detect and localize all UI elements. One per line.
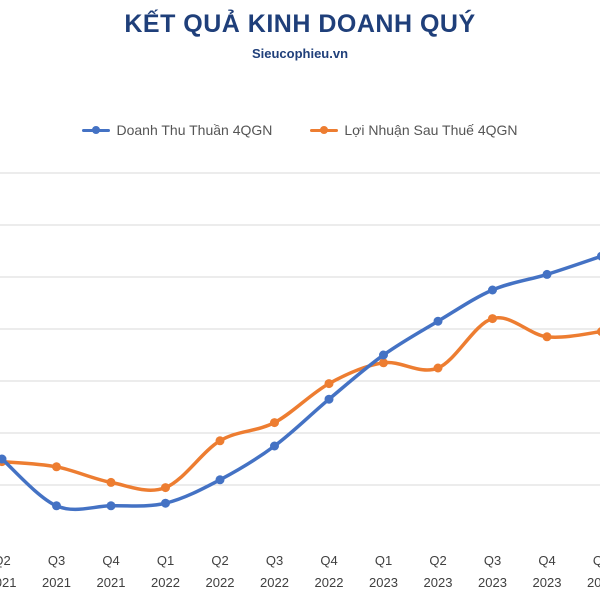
data-point-revenue <box>324 394 334 404</box>
data-point-profit <box>324 379 334 389</box>
x-tick-label-quarter: Q1 <box>593 553 600 568</box>
data-point-revenue <box>0 454 7 464</box>
x-tick-label-quarter: Q2 <box>429 553 446 568</box>
legend-swatch-revenue <box>82 125 111 135</box>
x-tick-label-quarter: Q4 <box>102 553 119 568</box>
x-tick-label-year: 2024 <box>587 575 600 590</box>
x-tick-label-year: 2023 <box>424 575 453 590</box>
legend-label-revenue: Doanh Thu Thuần 4QGN <box>116 122 273 138</box>
data-point-profit <box>488 314 497 324</box>
series-line-profit <box>0 316 600 492</box>
data-point-revenue <box>106 501 116 511</box>
data-point-revenue <box>433 316 443 326</box>
x-tick-label-year: 2021 <box>97 575 126 590</box>
series-line-revenue <box>0 254 600 512</box>
data-point-profit <box>542 332 552 342</box>
legend-item-revenue: Doanh Thu Thuần 4QGN <box>82 122 272 138</box>
data-point-profit <box>215 436 225 446</box>
x-tick-label-year: 2023 <box>369 575 398 590</box>
data-point-profit <box>161 483 170 493</box>
x-tick-label-quarter: Q1 <box>375 553 392 568</box>
x-tick-label-year: 2022 <box>260 575 289 590</box>
x-tick-label-year: 2021 <box>42 575 71 590</box>
x-tick-label-quarter: Q3 <box>266 553 283 568</box>
legend-label-profit: Lợi Nhuận Sau Thuế 4QGN <box>344 122 518 138</box>
data-point-profit <box>52 462 61 472</box>
chart-subtitle: Sieucophieu.vn <box>251 46 349 61</box>
x-tick-label-year: 2023 <box>533 575 562 590</box>
legend: Doanh Thu Thuần 4QGN Lợi Nhuận Sau Thuế … <box>0 122 600 138</box>
x-tick-label-quarter: Q3 <box>484 553 501 568</box>
x-tick-label-quarter: Q4 <box>538 553 555 568</box>
data-point-revenue <box>488 285 497 295</box>
x-tick-label-year: 2022 <box>206 575 235 590</box>
data-point-revenue <box>270 441 279 451</box>
data-point-profit <box>379 358 388 368</box>
legend-swatch-profit <box>310 125 339 135</box>
data-point-profit <box>270 418 279 428</box>
data-point-profit <box>597 327 600 336</box>
data-point-revenue <box>215 475 225 485</box>
x-tick-label-year: 2022 <box>151 575 180 590</box>
data-point-revenue <box>161 498 170 508</box>
x-tick-label-quarter: Q3 <box>48 553 65 568</box>
x-tick-label-quarter: Q4 <box>320 553 337 568</box>
legend-item-profit: Lợi Nhuận Sau Thuế 4QGN <box>310 122 518 138</box>
data-point-revenue <box>379 350 388 360</box>
data-point-profit <box>106 477 116 487</box>
data-point-profit <box>433 363 443 373</box>
data-point-revenue <box>597 251 600 261</box>
x-tick-label-quarter: Q2 <box>0 553 11 568</box>
chart-title: KẾT QUẢ KINH DOANH QUÝ <box>124 10 476 38</box>
x-tick-label-year: 2023 <box>478 575 507 590</box>
x-tick-label-quarter: Q1 <box>157 553 174 568</box>
x-tick-label-year: 2021 <box>0 575 16 590</box>
data-point-revenue <box>542 269 552 279</box>
x-tick-label-year: 2022 <box>315 575 344 590</box>
data-point-revenue <box>52 501 61 511</box>
x-tick-label-quarter: Q2 <box>211 553 228 568</box>
